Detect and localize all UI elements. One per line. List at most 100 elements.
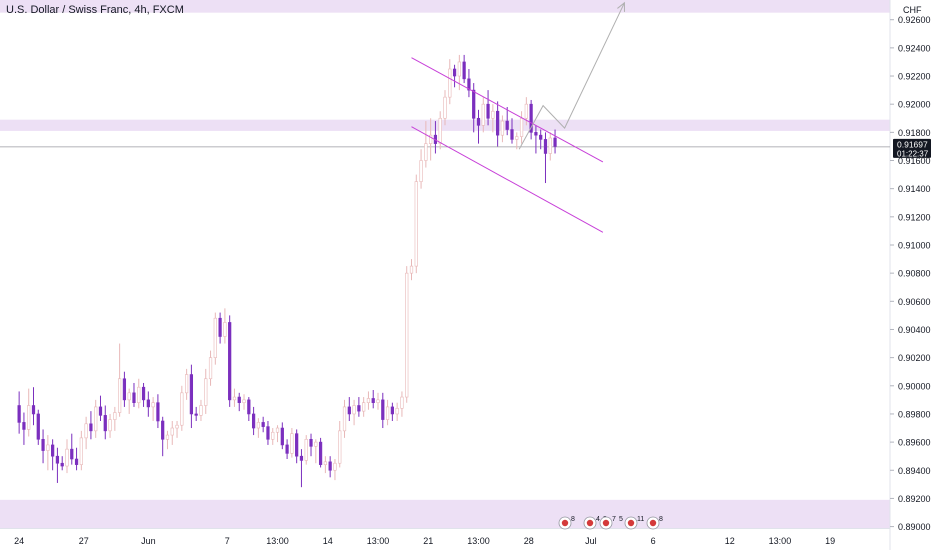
candle-17 — [98, 406, 103, 416]
projection-arrowhead — [617, 1, 625, 12]
candle-80 — [400, 396, 404, 409]
candle-34 — [180, 392, 184, 426]
candle-37 — [194, 413, 198, 416]
candle-4 — [36, 413, 40, 440]
candle-5 — [41, 438, 45, 451]
candle-25 — [137, 386, 141, 403]
time-tick-label-2: Jun — [141, 536, 156, 546]
candle-16 — [94, 406, 98, 432]
event-count-1: 4 — [596, 516, 600, 523]
candle-100 — [496, 110, 500, 136]
candle-74 — [371, 398, 375, 403]
candle-106 — [524, 103, 528, 119]
last-price-countdown: 01:22:37 — [897, 149, 929, 158]
candle-108 — [534, 132, 538, 136]
candle-65 — [328, 461, 332, 471]
candle-71 — [357, 405, 361, 412]
price-tick-label-2: 0.89400 — [898, 466, 931, 476]
last-price-label-box — [893, 138, 931, 158]
time-tick-label-4: 13:00 — [266, 536, 289, 546]
event-flag-4 — [649, 519, 657, 527]
candle-60 — [304, 438, 308, 461]
candle-90 — [448, 68, 452, 98]
chart-title: U.S. Dollar / Swiss Franc, 4h, FXCM — [6, 4, 184, 16]
event-count-4: 5 — [619, 516, 623, 523]
price-tick-label-14: 0.91800 — [898, 128, 931, 138]
time-tick-label-11: 6 — [651, 536, 656, 546]
time-tick-label-0: 24 — [14, 536, 24, 546]
price-tick-label-4: 0.89800 — [898, 409, 931, 419]
candle-94 — [467, 78, 471, 91]
candle-22 — [122, 378, 127, 401]
candle-11 — [70, 448, 74, 460]
candle-8 — [55, 455, 60, 464]
candle-105 — [519, 117, 524, 137]
candle-63 — [318, 441, 323, 465]
candle-54 — [275, 427, 280, 433]
candle-75 — [376, 399, 380, 403]
candle-67 — [338, 430, 342, 464]
price-tick-label-13: 0.91600 — [898, 156, 931, 166]
candle-52 — [266, 426, 270, 440]
time-tick-label-14: 19 — [825, 536, 835, 546]
candle-104 — [515, 136, 519, 140]
event-count-5: 11 — [637, 516, 644, 523]
price-tick-label-15: 0.92000 — [898, 100, 931, 110]
candle-91 — [452, 68, 457, 77]
candle-72 — [362, 402, 366, 412]
candle-3 — [31, 405, 36, 415]
candle-110 — [543, 139, 548, 154]
event-flag-0 — [561, 519, 569, 527]
candle-109 — [539, 134, 543, 140]
price-tick-label-5: 0.90000 — [898, 381, 931, 391]
candle-95 — [472, 89, 476, 119]
candle-62 — [314, 441, 318, 447]
candle-66 — [333, 462, 337, 471]
time-tick-label-5: 14 — [323, 536, 333, 546]
candle-24 — [132, 392, 136, 403]
candle-40 — [208, 357, 213, 380]
candle-42 — [218, 317, 222, 337]
candle-26 — [141, 386, 146, 401]
candle-38 — [199, 405, 203, 416]
candle-23 — [127, 392, 131, 401]
event-flag-3 — [627, 519, 635, 527]
candle-13 — [79, 437, 83, 465]
candle-6 — [46, 444, 50, 451]
time-tick-label-1: 27 — [79, 536, 89, 546]
candle-9 — [60, 462, 64, 467]
price-tick-label-3: 0.89600 — [898, 438, 931, 448]
candle-96 — [476, 117, 481, 126]
time-tick-label-12: 12 — [725, 536, 735, 546]
candle-44 — [228, 322, 232, 401]
candle-21 — [118, 378, 122, 413]
candle-15 — [89, 423, 93, 432]
event-count-3: 7 — [612, 516, 616, 523]
candle-2 — [27, 405, 31, 430]
candle-59 — [299, 455, 304, 461]
candle-36 — [189, 374, 194, 415]
event-flag-1 — [586, 519, 594, 527]
event-count-0: 8 — [571, 516, 575, 523]
candle-93 — [462, 61, 466, 80]
candle-68 — [342, 406, 347, 432]
candle-20 — [113, 412, 117, 420]
time-tick-label-10: Jul — [585, 536, 597, 546]
price-tick-label-1: 0.89200 — [898, 494, 931, 504]
candle-61 — [309, 438, 313, 447]
candle-18 — [103, 415, 107, 432]
projection-path — [518, 2, 625, 150]
time-tick-label-3: 7 — [225, 536, 230, 546]
event-count-6: 8 — [659, 516, 663, 523]
candle-41 — [213, 317, 217, 358]
time-tick-label-13: 13:00 — [769, 536, 792, 546]
candle-27 — [146, 399, 150, 408]
candle-92 — [457, 61, 461, 77]
candle-89 — [443, 96, 447, 119]
last-price-value: 0.91697 — [897, 139, 928, 149]
candle-32 — [170, 427, 174, 436]
candle-56 — [285, 444, 289, 454]
channel-line-1 — [411, 126, 604, 233]
price-tick-label-11: 0.91200 — [898, 212, 931, 222]
